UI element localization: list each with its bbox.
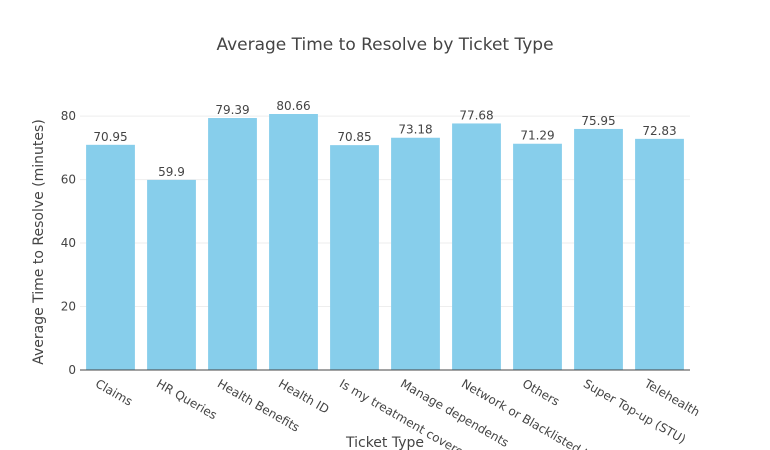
bar [208,118,257,370]
y-tick-label: 20 [61,300,76,314]
bar-value-label: 59.9 [158,165,185,179]
bar-value-label: 73.18 [398,123,432,137]
bar [635,138,684,370]
y-tick-label: 60 [61,173,76,187]
bar [574,128,623,370]
x-tick-label: HR Queries [154,376,219,422]
data-labels: 70.95 59.9 79.39 80.66 70.85 73.18 77.68 71.29 7… [93,99,676,179]
x-axis-title: Ticket Type [345,435,424,450]
bar-value-label: 70.95 [93,130,127,144]
bar-value-label: 79.39 [215,103,249,117]
bar [330,145,379,370]
y-tick-label: 40 [61,236,76,250]
y-axis-title: Average Time to Resolve (minutes) [31,119,47,365]
bar-value-label: 70.85 [337,130,371,144]
x-tick-label: Health ID [276,376,331,416]
bar [513,143,562,370]
bar [452,123,501,370]
bar [269,114,318,370]
chart-title: Average Time to Resolve by Ticket Type [216,35,553,55]
bar-value-label: 77.68 [459,108,493,122]
bar [147,179,196,370]
bars [86,114,684,370]
x-tick-label: Others [520,376,562,408]
bar [391,137,440,370]
bar-value-label: 72.83 [642,124,676,138]
x-tick-label: Claims [93,376,135,408]
bar-value-label: 71.29 [520,129,554,143]
x-tick-label: Super Top-up (STU) [581,376,688,446]
bar [86,144,135,370]
y-tick-label: 80 [61,109,76,123]
y-axis-ticks: 0 20 40 60 80 [61,109,76,377]
bar-value-label: 75.95 [581,114,615,128]
y-tick-label: 0 [68,363,76,377]
bar-value-label: 80.66 [276,99,310,113]
